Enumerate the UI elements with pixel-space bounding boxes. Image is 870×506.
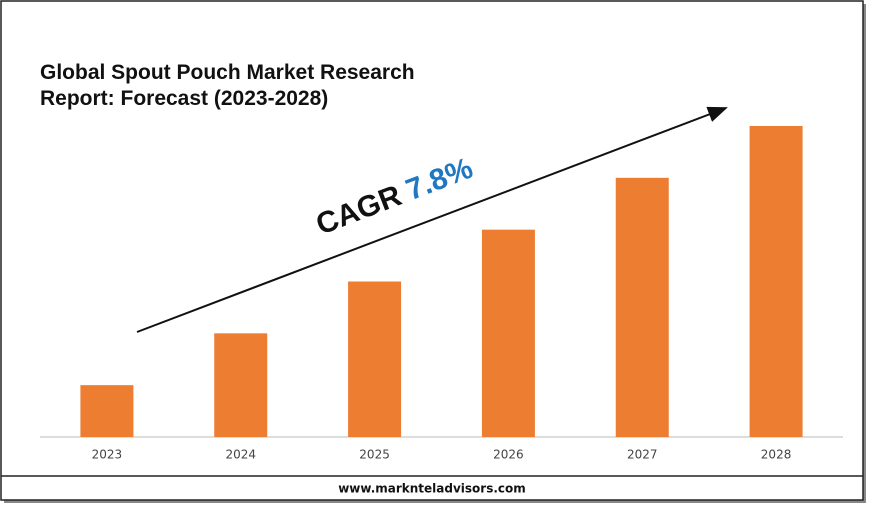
trend-arrow xyxy=(136,106,728,333)
bar xyxy=(615,177,669,438)
x-tick-label: 2028 xyxy=(761,448,792,462)
bar xyxy=(214,333,268,437)
bar xyxy=(749,126,803,437)
footer-url: www.marknteladvisors.com xyxy=(338,482,526,496)
x-tick-label: 2026 xyxy=(493,448,524,462)
bar xyxy=(481,229,535,437)
chart-title: Global Spout Pouch Market Research Repor… xyxy=(40,61,415,110)
bar xyxy=(348,281,402,437)
x-tick-label: 2027 xyxy=(627,448,658,462)
x-tick-label: 2025 xyxy=(359,448,390,462)
bar xyxy=(80,385,134,437)
x-tick-label: 2024 xyxy=(225,448,256,462)
x-tick-label: 2023 xyxy=(92,448,123,462)
